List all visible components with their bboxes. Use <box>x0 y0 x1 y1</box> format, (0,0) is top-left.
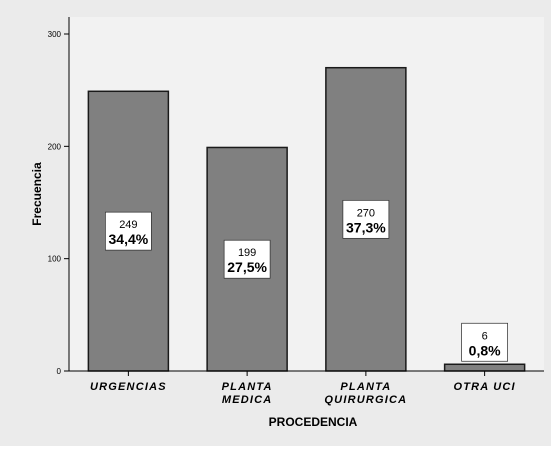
y-tick-label: 0 <box>57 367 62 376</box>
category-label: QUIRURGICA <box>324 394 407 406</box>
x-axis-title: PROCEDENCIA <box>269 415 358 429</box>
percent-label: 37,3% <box>346 219 386 235</box>
count-label: 270 <box>357 207 375 219</box>
category-label: URGENCIAS <box>90 381 167 393</box>
count-label: 6 <box>482 330 488 342</box>
data-label-box <box>105 211 152 251</box>
category-label: PLANTA <box>340 381 391 393</box>
percent-label: 34,4% <box>109 231 149 247</box>
count-label: 199 <box>238 247 256 259</box>
x-axis: URGENCIAS PLANTAMEDICAPLANTAQUIRURGICAOTR… <box>90 371 515 406</box>
data-label-box <box>223 239 271 279</box>
y-tick-label: 300 <box>48 30 62 39</box>
percent-label: 0,8% <box>469 342 501 358</box>
count-label: 249 <box>119 219 137 231</box>
y-axis: 0 100 200 300 <box>48 30 69 376</box>
bar <box>443 363 526 372</box>
category-label: MEDICA <box>222 394 273 406</box>
data-label-box <box>342 199 390 239</box>
y-axis-title: Frecuencia <box>30 162 44 226</box>
category-label: OTRA UCI <box>453 381 515 393</box>
y-tick-label: 100 <box>48 255 62 264</box>
y-tick-label: 200 <box>48 142 62 151</box>
data-label-box <box>461 322 508 362</box>
bar-data-label: 60,8% <box>461 322 508 362</box>
percent-label: 27,5% <box>227 259 267 275</box>
category-label: PLANTA <box>222 381 273 393</box>
